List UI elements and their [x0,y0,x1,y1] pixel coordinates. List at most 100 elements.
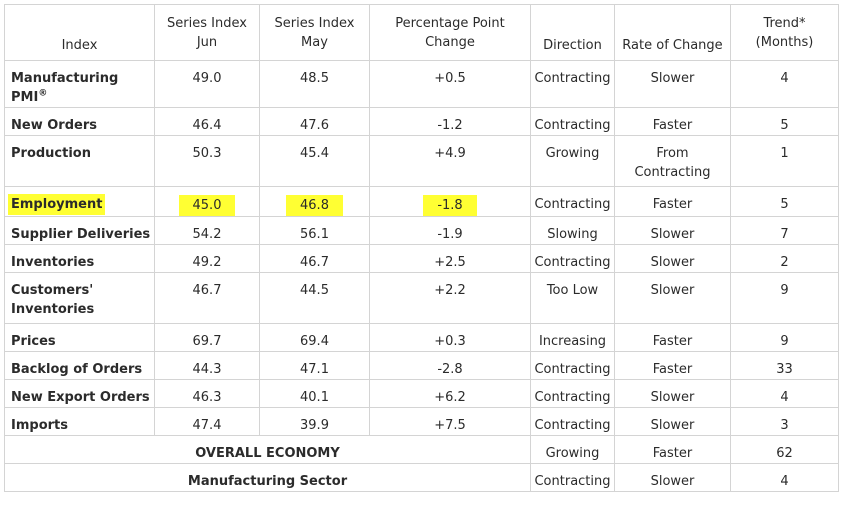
row-jun: 49.0 [154,60,260,108]
row-trend: 33 [730,351,839,380]
row-change: +0.3 [369,323,531,352]
row-direction: Contracting [530,244,615,273]
row-trend: 5 [730,107,839,136]
row-jun: 46.3 [154,379,260,408]
row-rate: Faster [614,107,731,136]
row-direction: Contracting [530,107,615,136]
row-index: Imports [4,407,155,436]
row-change: +2.2 [369,272,531,324]
row-jun: 46.7 [154,272,260,324]
row-may: 69.4 [259,323,370,352]
row-direction: Contracting [530,351,615,380]
row-jun: 50.3 [154,135,260,187]
row-change: +4.9 [369,135,531,187]
row-direction: Contracting [530,60,615,108]
summary-trend: 62 [730,435,839,464]
row-change: -2.8 [369,351,531,380]
row-rate: Slower [614,407,731,436]
row-index: Inventories [4,244,155,273]
pmi-table: Index Series Index Jun Series Index May Pe… [4,4,839,492]
row-trend: 3 [730,407,839,436]
row-change: +2.5 [369,244,531,273]
row-index: Production [4,135,155,187]
summary-label: OVERALL ECONOMY [4,435,531,464]
row-change: -1.8 [369,186,531,217]
table-header-row: Index Series Index Jun Series Index May Pe… [4,4,839,61]
summary-rate: Faster [614,435,731,464]
header-rate: Rate of Change [614,4,731,61]
row-trend: 2 [730,244,839,273]
table-row: Supplier Deliveries 54.2 56.1 -1.9 Slowi… [4,216,839,245]
row-may: 45.4 [259,135,370,187]
row-direction: Too Low [530,272,615,324]
row-rate: Slower [614,244,731,273]
row-rate: Faster [614,186,731,217]
row-direction: Contracting [530,379,615,408]
header-jun: Series Index Jun [154,4,260,61]
header-direction: Direction [530,4,615,61]
highlight-mark: Employment [8,194,106,215]
table-row: Customers' Inventories 46.7 44.5 +2.2 Too… [4,272,839,324]
row-index: Employment [4,186,155,217]
row-rate: From Contracting [614,135,731,187]
summary-trend: 4 [730,463,839,492]
summary-direction: Growing [530,435,615,464]
row-rate: Slower [614,216,731,245]
row-trend: 7 [730,216,839,245]
row-rate: Slower [614,379,731,408]
row-change: -1.9 [369,216,531,245]
row-jun: 54.2 [154,216,260,245]
highlight-mark: 45.0 [178,195,236,216]
row-direction: Growing [530,135,615,187]
summary-row: Manufacturing Sector Contracting Slower … [4,463,839,492]
row-may: 44.5 [259,272,370,324]
summary-label: Manufacturing Sector [4,463,531,492]
row-trend: 4 [730,60,839,108]
header-trend: Trend* (Months) [730,4,839,61]
row-jun: 46.4 [154,107,260,136]
highlight-mark: 46.8 [286,195,343,216]
row-may: 39.9 [259,407,370,436]
row-rate: Faster [614,351,731,380]
row-index: New Export Orders [4,379,155,408]
row-trend: 5 [730,186,839,217]
row-may: 40.1 [259,379,370,408]
row-direction: Contracting [530,407,615,436]
header-index: Index [4,4,155,61]
header-change: Percentage Point Change [369,4,531,61]
row-trend: 1 [730,135,839,187]
row-jun: 49.2 [154,244,260,273]
row-index: Prices [4,323,155,352]
row-may: 46.8 [259,186,370,217]
row-change: +6.2 [369,379,531,408]
table-row-highlighted: Employment 45.0 46.8 -1.8 Contracting Fa… [4,186,839,217]
summary-direction: Contracting [530,463,615,492]
summary-rate: Slower [614,463,731,492]
row-index: New Orders [4,107,155,136]
summary-row: OVERALL ECONOMY Growing Faster 62 [4,435,839,464]
row-may: 47.1 [259,351,370,380]
row-index: Manufacturing PMI® [4,60,155,108]
row-direction: Contracting [530,186,615,217]
row-rate: Faster [614,323,731,352]
row-rate: Slower [614,60,731,108]
table-row: Backlog of Orders 44.3 47.1 -2.8 Contrac… [4,351,839,380]
row-may: 56.1 [259,216,370,245]
row-direction: Slowing [530,216,615,245]
row-may: 46.7 [259,244,370,273]
table-row: New Orders 46.4 47.6 -1.2 Contracting Fa… [4,107,839,136]
header-may: Series Index May [259,4,370,61]
table-row: Production 50.3 45.4 +4.9 Growing From Co… [4,135,839,187]
row-trend: 9 [730,272,839,324]
row-may: 48.5 [259,60,370,108]
table-row: New Export Orders 46.3 40.1 +6.2 Contrac… [4,379,839,408]
row-jun: 45.0 [154,186,260,217]
row-change: +7.5 [369,407,531,436]
row-may: 47.6 [259,107,370,136]
highlight-mark: -1.8 [423,195,477,216]
row-index: Backlog of Orders [4,351,155,380]
row-trend: 4 [730,379,839,408]
row-trend: 9 [730,323,839,352]
table-row: Manufacturing PMI® 49.0 48.5 +0.5 Contra… [4,60,839,108]
row-direction: Increasing [530,323,615,352]
